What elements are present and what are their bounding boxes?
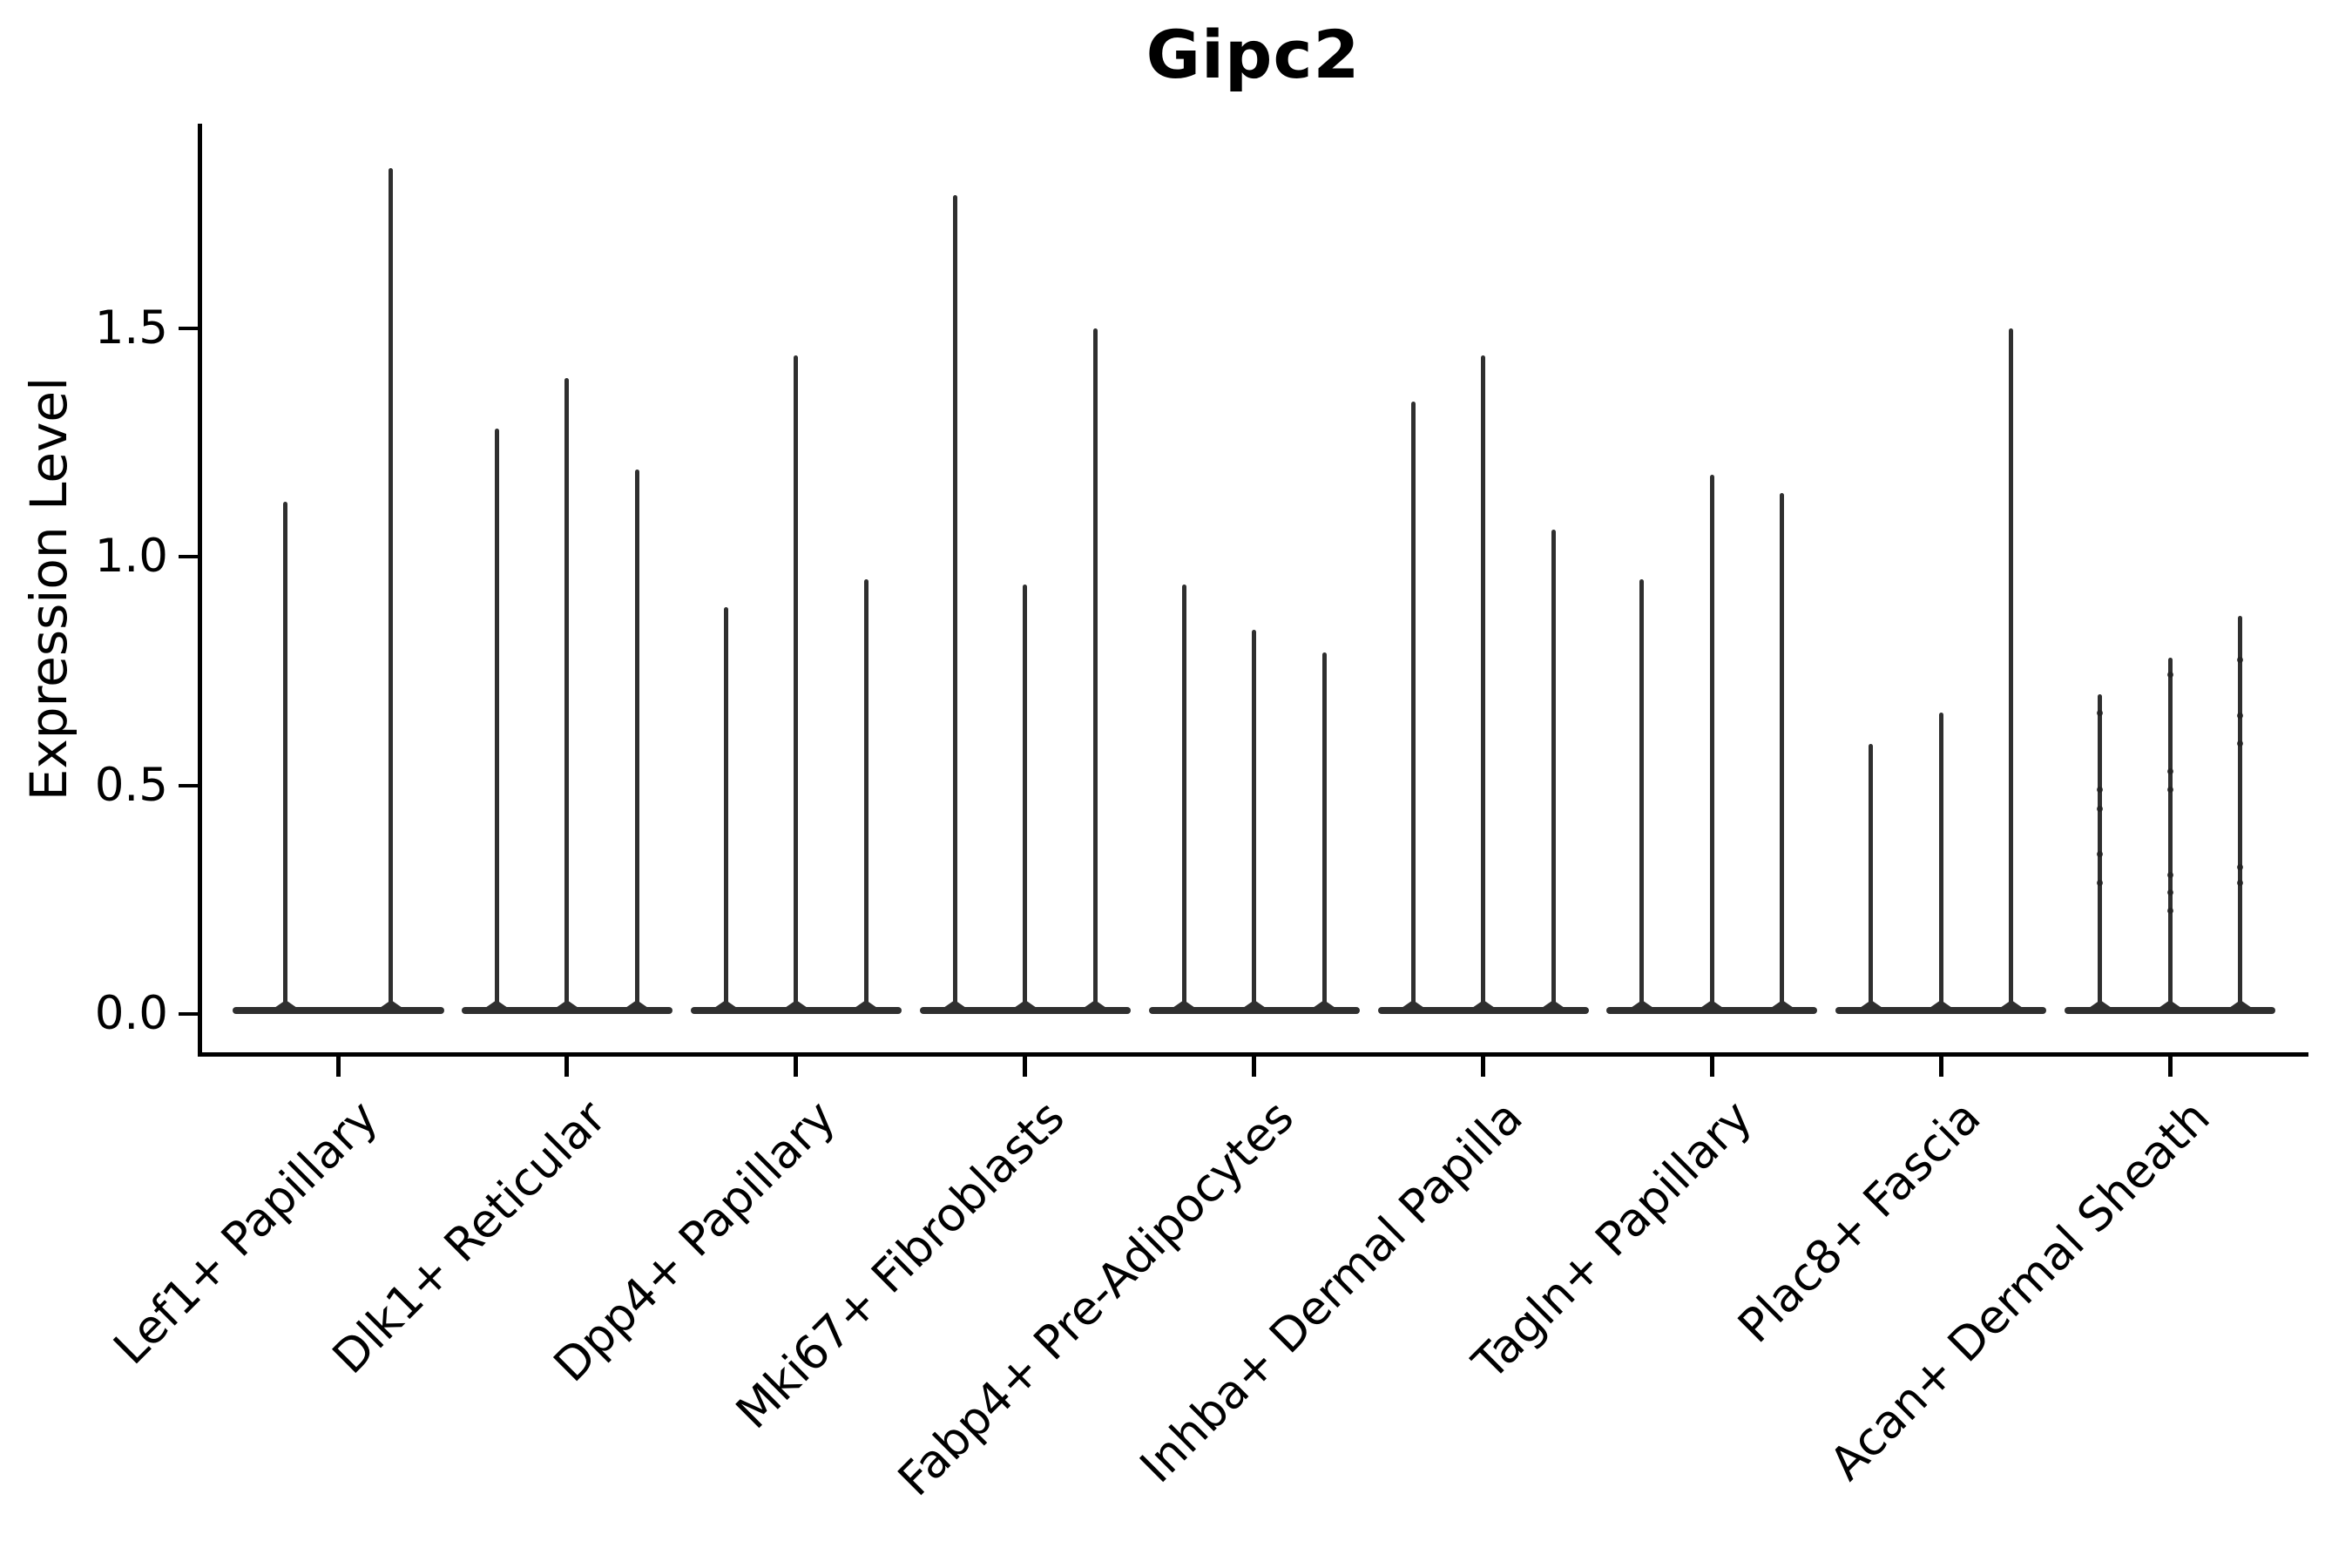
violin-base [2065,1007,2276,1014]
y-tick-mark [179,555,198,558]
chart-title: Gipc2 [1146,16,1361,93]
violin-base [690,1007,902,1014]
violin-spike [494,429,499,1010]
y-tick-mark [179,326,198,330]
violin-base [1606,1007,1818,1014]
violin-spike [863,579,868,1010]
violin-base [232,1007,444,1014]
violin-spike [2009,328,2014,1010]
y-axis-label: Expression Level [19,376,78,801]
expression-point-dot [2166,672,2173,679]
x-tick-mark [2167,1054,2173,1077]
x-tick-mark [1252,1054,1257,1077]
y-tick-label: 1.5 [94,301,168,355]
violin-base [461,1007,672,1014]
violin-base [1835,1007,2047,1014]
y-tick-label: 0.5 [94,758,168,812]
x-tick-label: Inhba+ Dermal Papilla [1130,1091,1533,1494]
expression-point-dot [2237,879,2244,886]
expression-point-dot [2166,871,2173,878]
violin-spike [1252,630,1257,1010]
expression-point-dot [2237,863,2244,870]
violin-base [1377,1007,1589,1014]
violin-spike [1639,579,1645,1010]
y-axis-spine [198,124,202,1057]
violin-base [1148,1007,1360,1014]
expression-point-dot [2097,806,2104,813]
violin-spike [634,470,639,1010]
y-tick-mark [179,783,198,787]
expression-point-dot [2097,850,2104,857]
expression-point-dot [2166,768,2173,775]
expression-point-dot [2166,889,2173,896]
violin-spike [794,355,799,1010]
violin-spike [1181,584,1186,1010]
x-tick-mark [1481,1054,1485,1077]
violin-base [919,1007,1131,1014]
violin-spike [1321,652,1327,1010]
x-tick-mark [1709,1054,1714,1077]
expression-point-dot [2097,787,2104,794]
violin-spike [389,167,393,1010]
expression-point-dot [2097,710,2104,717]
x-tick-mark [564,1054,570,1077]
x-tick-mark [1938,1054,1943,1077]
violin-spike [1551,529,1556,1010]
violin-spike [952,195,957,1010]
violin-spike [1410,401,1416,1010]
violin-spike [1869,744,1874,1010]
expression-point-dot [2097,879,2104,886]
violin-spike [1023,584,1028,1010]
x-tick-label: Plac8+ Fascia [1727,1091,1991,1354]
violin-spike [1938,712,1943,1010]
violin-spike [723,606,728,1010]
expression-point-dot [2237,712,2244,719]
y-tick-label: 1.0 [94,530,168,583]
expression-point-dot [2166,907,2173,914]
violin-spike [1092,328,1098,1010]
x-tick-label: Fabp4+ Pre-Adipocytes [888,1091,1304,1507]
y-tick-mark [179,1012,198,1016]
y-tick-label: 0.0 [94,987,168,1040]
expression-point-dot [2237,740,2244,747]
violin-spike [2167,657,2173,1010]
violin-spike [1709,474,1714,1010]
x-tick-mark [1023,1054,1028,1077]
violin-spike [1481,355,1485,1010]
expression-point-dot [2237,656,2244,663]
violin-spike [2238,616,2243,1010]
violin-spike [564,378,570,1010]
x-tick-mark [335,1054,341,1077]
violin-spike [283,502,287,1010]
expression-point-dot [2166,786,2173,793]
x-tick-mark [794,1054,799,1077]
violin-spike [1780,492,1785,1010]
x-tick-label: Acan+ Dermal Sheath [1820,1091,2220,1491]
